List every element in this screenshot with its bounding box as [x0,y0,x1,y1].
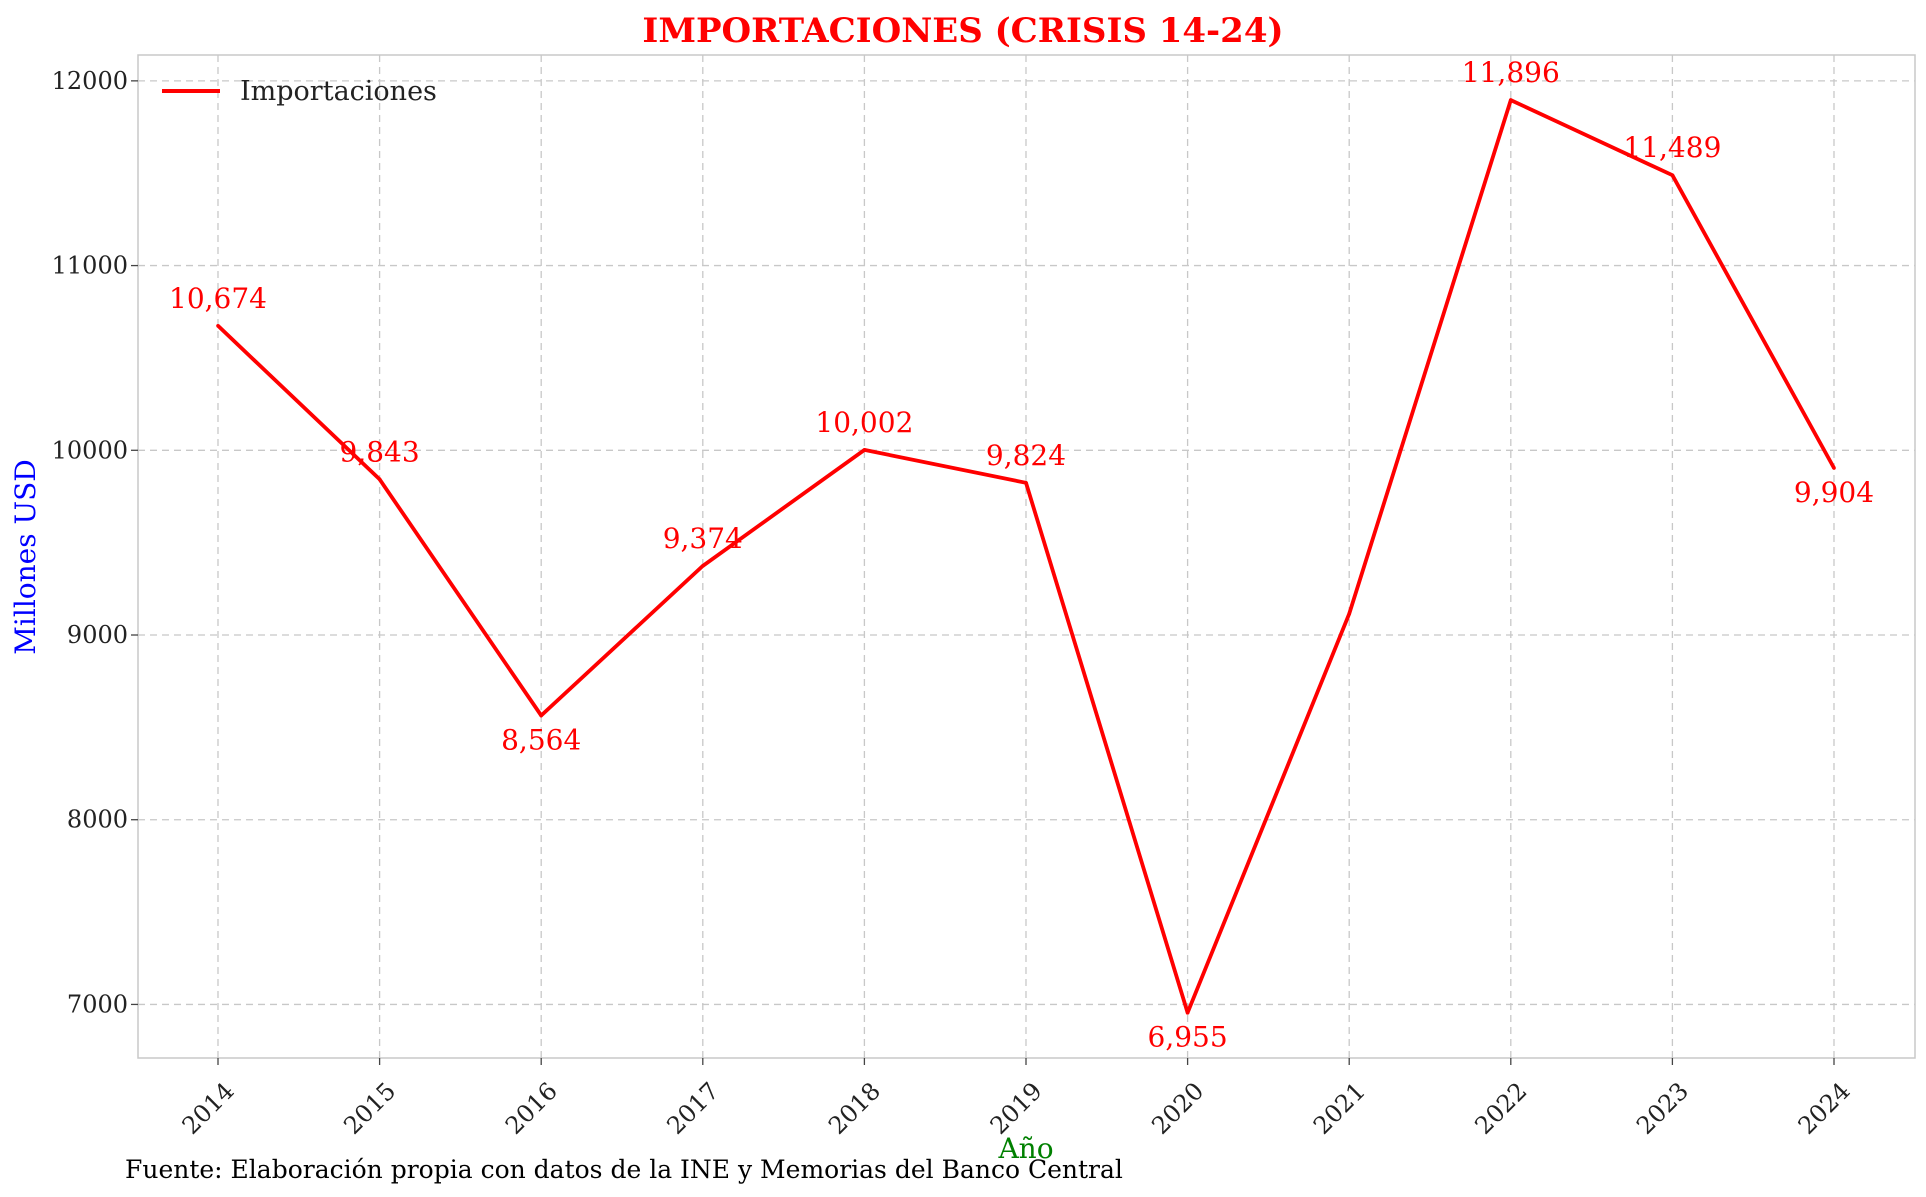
y-tick-label: 11000 [52,252,128,280]
data-point [216,323,220,328]
data-label: 10,674 [169,282,267,315]
data-label: 9,843 [340,435,420,468]
data-label: 10,002 [815,406,913,439]
data-label: 6,955 [1148,1021,1228,1054]
legend: Importaciones [162,76,437,107]
data-point [1347,611,1351,616]
data-label: 11,896 [1462,56,1560,89]
x-tick-label: 2014 [177,1077,240,1140]
grid [138,55,1915,1058]
data-point [701,564,705,568]
x-tick-label: 2020 [1146,1077,1209,1140]
data-point [539,713,543,718]
legend-label-importaciones: Importaciones [240,76,437,107]
y-tick-label: 12000 [52,67,128,95]
x-tick-label: 2023 [1631,1077,1694,1140]
data-label: 11,489 [1623,131,1721,164]
x-tick-label: 2024 [1793,1077,1856,1140]
chart-title: IMPORTACIONES (CRISIS 14-24) [642,11,1283,51]
data-label: 9,904 [1794,476,1874,509]
data-label: 8,564 [501,724,581,757]
y-tick-label: 7000 [67,990,128,1018]
data-point [1185,1010,1190,1015]
data-point [1670,173,1675,178]
x-tick-label: 2019 [985,1077,1048,1140]
data-point [1509,98,1513,102]
x-axis-label: Año [997,1132,1053,1165]
data-point [1832,466,1836,470]
x-axis-ticks: 2014 2015 2016 2017 2018 2019 2020 2021 2022 2023… [177,1058,1856,1140]
x-tick-label: 2017 [661,1077,724,1140]
data-labels: 10,674 9,843 8,564 9,374 10,002 9,824 6,955 11,… [169,56,1874,1054]
x-tick-label: 2016 [500,1077,563,1140]
x-tick-label: 2022 [1469,1077,1532,1140]
data-point [1024,480,1028,485]
x-tick-label: 2015 [338,1077,401,1140]
source-note: Fuente: Elaboración propia con datos de … [125,1155,1123,1184]
data-label: 9,374 [663,522,743,555]
data-label: 9,824 [986,439,1066,472]
y-axis-ticks: 7000 8000 9000 10000 11000 12000 [52,67,138,1018]
data-point [377,477,382,482]
x-tick-label: 2021 [1308,1077,1371,1140]
y-axis-label: Millones USD [9,459,42,655]
x-tick-label: 2018 [823,1077,886,1140]
y-tick-label: 8000 [67,806,128,834]
y-tick-label: 9000 [67,621,128,649]
data-point [862,448,867,452]
y-tick-label: 10000 [52,436,128,464]
series-layer [216,98,1836,1015]
